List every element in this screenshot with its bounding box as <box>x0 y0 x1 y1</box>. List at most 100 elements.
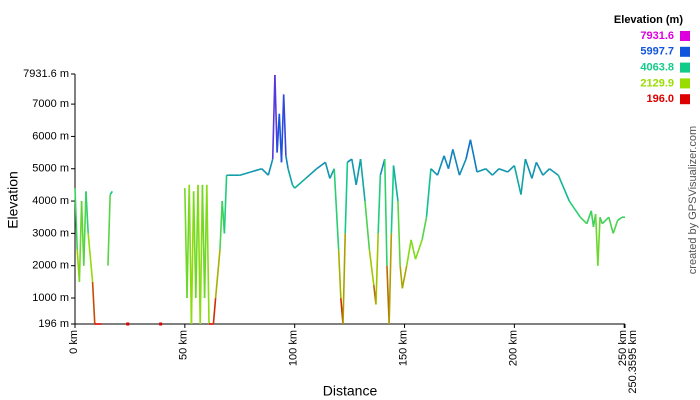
legend-label: 5997.7 <box>640 46 674 58</box>
elevation-segment <box>337 249 342 299</box>
elevation-segment <box>82 191 87 266</box>
x-tick-label: 200 km <box>507 330 519 366</box>
elevation-segment <box>368 249 375 286</box>
elevation-segment <box>410 239 417 260</box>
elevation-segment <box>190 191 195 325</box>
elevation-segment <box>375 233 379 305</box>
elevation-segment <box>597 217 601 266</box>
legend-label: 4063.8 <box>640 62 674 74</box>
elevation-segment <box>612 220 619 234</box>
x-tick-label: 100 km <box>288 330 300 366</box>
elevation-segment <box>557 174 571 202</box>
elevation-segment <box>590 210 595 228</box>
elevation-segment <box>346 158 353 163</box>
elevation-segment <box>465 139 472 160</box>
legend-label: 7931.6 <box>640 30 674 42</box>
elevation-segment <box>617 216 623 222</box>
elevation-segment <box>85 191 89 234</box>
y-tick-label: 7000 m <box>32 98 69 110</box>
y-tick-label: 1000 m <box>32 292 69 304</box>
elevation-segment <box>78 201 83 282</box>
x-tick-label: 250.3595 km <box>627 330 639 394</box>
elevation-segment <box>91 281 96 325</box>
elevation-segment <box>392 165 399 202</box>
elevation-segment <box>498 167 509 173</box>
elevation-segment <box>344 162 349 234</box>
elevation-segment <box>388 233 393 325</box>
elevation-point <box>159 322 163 326</box>
y-tick-label: 4000 m <box>32 195 69 207</box>
x-tick-label: 0 km <box>68 330 80 354</box>
elevation-segment <box>430 168 439 176</box>
elevation-segment <box>458 158 467 176</box>
elevation-segment <box>351 158 357 186</box>
x-tick-label: 250 km <box>617 330 629 366</box>
elevation-segment <box>383 159 388 266</box>
credit: created by GPSVisualizer.com <box>687 126 699 274</box>
elevation-segment <box>414 239 423 260</box>
elevation-segment <box>74 188 78 250</box>
elevation-segment <box>109 190 114 196</box>
elevation-segment <box>274 74 278 153</box>
elevation-segment <box>405 239 412 266</box>
elevation-segment <box>390 165 395 234</box>
elevation-segment <box>223 175 228 234</box>
elevation-segment <box>520 158 527 195</box>
elevation-segment <box>608 217 614 234</box>
y-tick-label: 3000 m <box>32 227 69 239</box>
elevation-segment <box>579 216 588 225</box>
elevation-segment <box>452 149 461 176</box>
elevation-segment <box>214 249 221 299</box>
elevation-segment <box>199 184 204 325</box>
elevation-segment <box>355 158 362 186</box>
elevation-segment <box>287 168 294 186</box>
elevation-segment <box>568 200 581 218</box>
legend-swatch <box>680 94 690 105</box>
legend-swatch <box>680 46 690 57</box>
legend-swatch <box>680 62 690 73</box>
y-tick-label: 6000 m <box>32 130 69 142</box>
legend-swatch <box>680 31 690 41</box>
elevation-point <box>126 322 130 326</box>
elevation-segment <box>285 155 289 169</box>
elevation-segment <box>219 201 223 250</box>
x-tick-label: 50 km <box>178 330 190 360</box>
y-tick-label: 196 m <box>38 318 69 330</box>
legend-label: 196.0 <box>646 93 674 105</box>
elevation-segment <box>542 168 551 176</box>
elevation-segment <box>212 297 217 325</box>
y-tick-label: 5000 m <box>32 163 69 175</box>
elevation-segment <box>436 155 445 176</box>
elevation-segment <box>401 265 408 289</box>
elevation-segment <box>267 158 274 176</box>
elevation-segment <box>359 158 366 202</box>
elevation-segment <box>425 168 432 218</box>
elevation-segment <box>443 155 450 170</box>
y-tick-label: 2000 m <box>32 260 69 272</box>
elevation-segment <box>342 233 347 325</box>
y-tick-label: 7931.6 m <box>23 68 69 80</box>
elevation-segment <box>282 94 287 156</box>
elevation-segment <box>421 217 428 240</box>
elevation-segment <box>364 200 371 250</box>
elevation-segment <box>294 177 307 189</box>
elevation-segment <box>261 168 269 176</box>
elevation-segment <box>447 149 454 169</box>
elevation-segment <box>316 161 326 170</box>
elevation-segment <box>535 161 544 176</box>
elevation-segment <box>476 167 487 173</box>
elevation-segment <box>531 162 538 179</box>
elevation-segment <box>397 201 401 266</box>
elevation-segment <box>250 167 262 173</box>
elevation-segment <box>324 162 331 179</box>
legend-swatch <box>680 78 690 89</box>
elevation-segment <box>586 210 593 224</box>
x-axis-label: Distance <box>323 383 378 399</box>
elevation-segment <box>377 175 382 234</box>
elevation-segment <box>599 216 603 224</box>
elevation-segment <box>513 165 522 195</box>
elevation-segment <box>239 171 251 176</box>
elevation-segment <box>305 168 318 180</box>
elevation-segment <box>206 184 210 325</box>
y-axis-label: Elevation <box>5 171 21 229</box>
